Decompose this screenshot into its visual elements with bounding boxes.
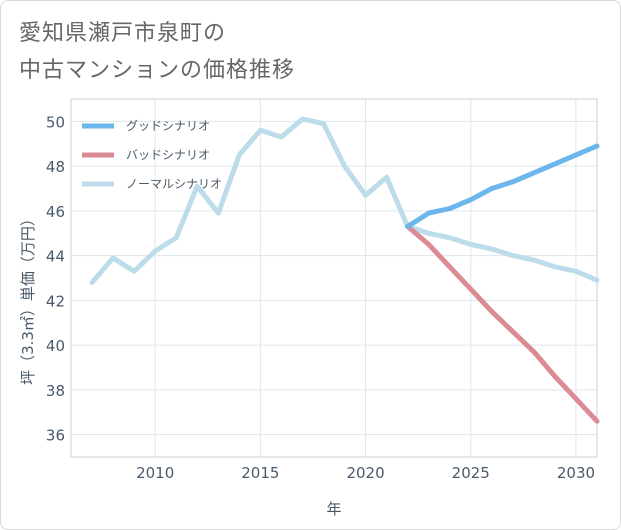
y-tick-label: 42 <box>46 292 65 310</box>
series-line-0 <box>405 143 600 229</box>
y-tick-label: 40 <box>46 337 65 355</box>
chart-title-line2: 中古マンションの価格推移 <box>19 58 296 83</box>
x-tick-label: 2015 <box>241 464 279 482</box>
y-tick-label: 50 <box>46 113 65 131</box>
x-tick-label: 2020 <box>346 464 384 482</box>
y-axis-label: 坪（3.3㎡）単価（万円） <box>19 211 37 385</box>
y-tick-label: 46 <box>46 203 65 221</box>
series-line-2 <box>89 116 600 285</box>
tick-labels: 36 38 40 42 44 46 48 50 2010 2015 2020 2025 2030 <box>46 113 595 482</box>
y-tick-label: 44 <box>46 248 65 266</box>
series-line-1 <box>405 224 600 424</box>
chart-title-line1: 愛知県瀬戸市泉町の <box>19 21 227 46</box>
x-tick-label: 2025 <box>452 464 490 482</box>
x-tick-label: 2010 <box>136 464 174 482</box>
x-tick-label: 2030 <box>557 464 595 482</box>
y-tick-label: 48 <box>46 158 65 176</box>
grid <box>71 99 597 457</box>
legend-label-2: ノーマルシナリオ <box>126 177 222 191</box>
chart-title: 愛知県瀬戸市泉町の 中古マンションの価格推移 <box>19 15 295 89</box>
series-lines <box>89 116 600 424</box>
y-tick-label: 36 <box>46 427 65 445</box>
legend-label-1: バッドシナリオ <box>126 148 210 162</box>
x-axis-label: 年 <box>326 500 341 518</box>
legend-label-0: グッドシナリオ <box>126 119 210 133</box>
y-tick-label: 38 <box>46 382 65 400</box>
